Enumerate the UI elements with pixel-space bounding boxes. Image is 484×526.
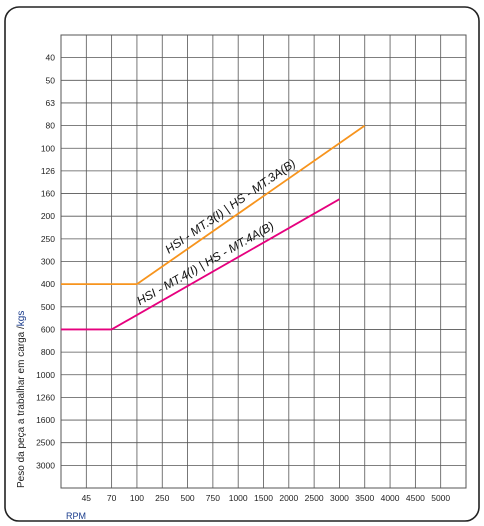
y-axis-title: Peso da peça a trabalhar em carga /kgs	[16, 311, 27, 488]
x-tick-label: 2000	[279, 493, 298, 503]
y-tick-label: 80	[46, 121, 56, 131]
y-tick-label: 160	[41, 189, 55, 199]
y-tick-label: 300	[41, 257, 55, 267]
x-tick-label: 4000	[381, 493, 400, 503]
y-tick-labels: 40 50 63 80 100 126 160 200 250 300 400 500 600 800 10…	[36, 53, 55, 471]
grid	[60, 34, 467, 489]
y-tick-label: 2500	[36, 438, 55, 448]
x-tick-labels: 45 70 100 250 500 750 1000 1500 2000 2500 3000 3500…	[82, 493, 451, 503]
x-tick-label: 5000	[431, 493, 450, 503]
x-tick-label: 3500	[355, 493, 374, 503]
x-tick-label: 1500	[254, 493, 273, 503]
y-tick-label: 250	[41, 234, 55, 244]
y-tick-label: 126	[41, 166, 55, 176]
series-line-2	[61, 198, 340, 331]
y-tick-label: 1260	[36, 392, 55, 402]
y-tick-label: 500	[41, 302, 55, 312]
y-tick-label: 63	[46, 98, 56, 108]
x-tick-label: 1000	[229, 493, 248, 503]
y-tick-label: 1000	[36, 370, 55, 380]
x-axis-title: RPM	[66, 511, 86, 521]
y-axis-unit: kgs	[16, 311, 27, 327]
series-lines	[61, 124, 366, 331]
y-axis-title-text: Peso da peça a trabalhar em carga /	[16, 326, 27, 488]
chart-frame	[4, 6, 480, 522]
x-tick-label: 250	[155, 493, 169, 503]
x-tick-label: 2500	[305, 493, 324, 503]
x-tick-label: 100	[130, 493, 144, 503]
y-tick-label: 800	[41, 347, 55, 357]
y-tick-label: 50	[46, 75, 56, 85]
y-tick-label: 1600	[36, 415, 55, 425]
x-tick-label: 750	[206, 493, 220, 503]
y-tick-label: 600	[41, 324, 55, 334]
y-tick-label: 40	[46, 53, 56, 63]
series-line-1	[61, 124, 366, 286]
y-tick-label: 100	[41, 143, 55, 153]
x-tick-label: 500	[180, 493, 194, 503]
y-tick-label: 3000	[36, 460, 55, 470]
x-tick-label: 4500	[406, 493, 425, 503]
x-tick-label: 45	[82, 493, 92, 503]
y-tick-label: 200	[41, 211, 55, 221]
y-tick-label: 400	[41, 279, 55, 289]
x-tick-label: 70	[107, 493, 117, 503]
x-tick-label: 3000	[330, 493, 349, 503]
